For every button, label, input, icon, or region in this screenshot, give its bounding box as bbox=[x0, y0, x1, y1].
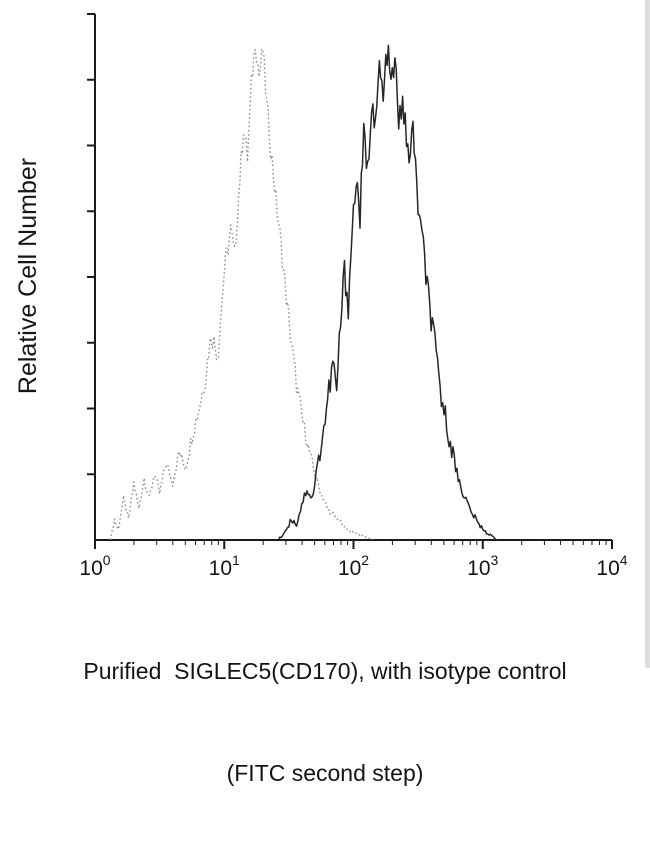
flow-cytometry-figure: 100 101 102 103 104 Relative Cell Number Pur… bbox=[14, 0, 650, 786]
x-axis-tick-label: 100 bbox=[79, 552, 110, 580]
antibody-stained-curve bbox=[277, 44, 499, 541]
histogram-chart: 100 101 102 103 104 Relative Cell Number bbox=[14, 13, 628, 580]
plot-layer: 100 101 102 103 104 bbox=[79, 13, 628, 580]
caption-line-1: Purified SIGLEC5(CD170), with isotype co… bbox=[83, 658, 567, 684]
figure-caption: Purified SIGLEC5(CD170), with isotype co… bbox=[0, 586, 650, 858]
caption-line-2: (FITC second step) bbox=[226, 760, 424, 786]
x-axis-tick-label: 102 bbox=[338, 552, 369, 580]
x-axis-tick-label: 104 bbox=[596, 552, 627, 580]
x-axis-tick-label: 101 bbox=[209, 552, 240, 580]
scan-edge-artifact bbox=[645, 0, 650, 668]
y-axis-label: Relative Cell Number bbox=[14, 158, 42, 394]
axes bbox=[94, 14, 612, 541]
isotype-control-curve bbox=[109, 48, 374, 541]
x-axis-tick-label: 103 bbox=[467, 552, 498, 580]
